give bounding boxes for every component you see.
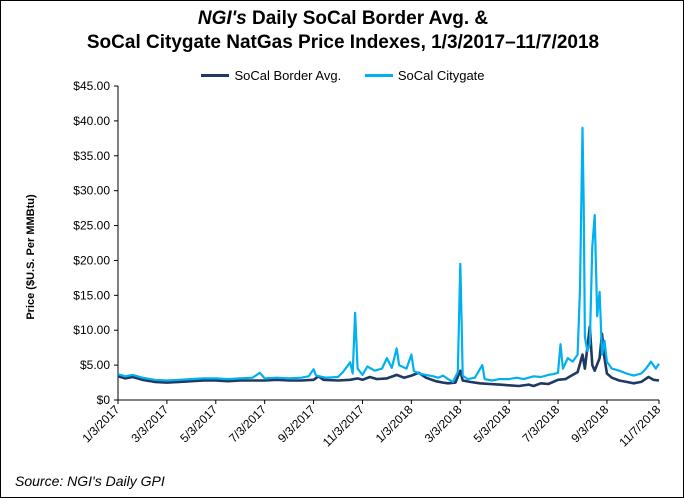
legend-swatch-border [201,74,230,77]
y-tick-label: $45.00 [73,79,110,93]
x-tick-label: 5/3/2017 [177,402,220,445]
source-note: Source: NGI's Daily GPI [15,473,165,489]
chart-title-line2: SoCal Citygate NatGas Price Indexes, 1/3… [86,32,600,53]
y-tick-label: $15.00 [73,288,110,302]
y-tick-label: $40.00 [73,114,110,128]
x-tick-label: 3/3/2018 [422,402,465,445]
x-tick-label: 7/3/2017 [226,402,269,445]
x-tick-label: 5/3/2018 [471,402,514,445]
y-tick-label: $35.00 [73,149,110,163]
y-tick-label: $30.00 [73,184,110,198]
series-line-border [117,325,660,388]
chart-title: NGI's Daily SoCal Border Avg. & SoCal Ci… [1,7,684,55]
x-tick-label: 1/3/2017 [79,402,122,445]
y-tick-label: $5.00 [80,358,110,372]
chart-axes: $0 $5.00 $10.00 $15.00 $20.00 $25.00 $30.00 $35… [73,79,663,449]
legend-label-citygate: SoCal Citygate [397,67,485,83]
legend-label-border: SoCal Border Avg. [234,67,342,83]
x-tick-label: 11/7/2018 [616,402,663,449]
x-tick-label: 7/3/2018 [519,402,562,445]
chart-series [117,126,660,388]
chart-title-rest: Daily SoCal Border Avg. & [246,8,489,29]
chart-title-italic: NGI's [197,8,247,29]
x-tick-label: 9/3/2017 [275,402,318,445]
legend-item-border: SoCal Border Avg. [201,68,341,84]
y-tick-label: $20.00 [73,253,110,267]
legend-item-citygate: SoCal Citygate [364,67,485,84]
y-tick-label: $0 [97,393,111,407]
chart-legend: SoCal Border Avg. SoCal Citygate [1,65,684,84]
legend-swatch-citygate [364,74,393,77]
y-tick-label: $25.00 [73,219,110,233]
x-tick-label: 3/3/2017 [128,402,171,445]
series-line-citygate [117,126,660,383]
x-tick-label: 11/3/2017 [320,402,367,449]
chart-title-line1: NGI's Daily SoCal Border Avg. & [1,7,684,31]
x-tick-label: 1/3/2018 [373,402,416,445]
x-tick-label: 9/3/2018 [568,402,611,445]
y-tick-label: $10.00 [73,323,110,337]
